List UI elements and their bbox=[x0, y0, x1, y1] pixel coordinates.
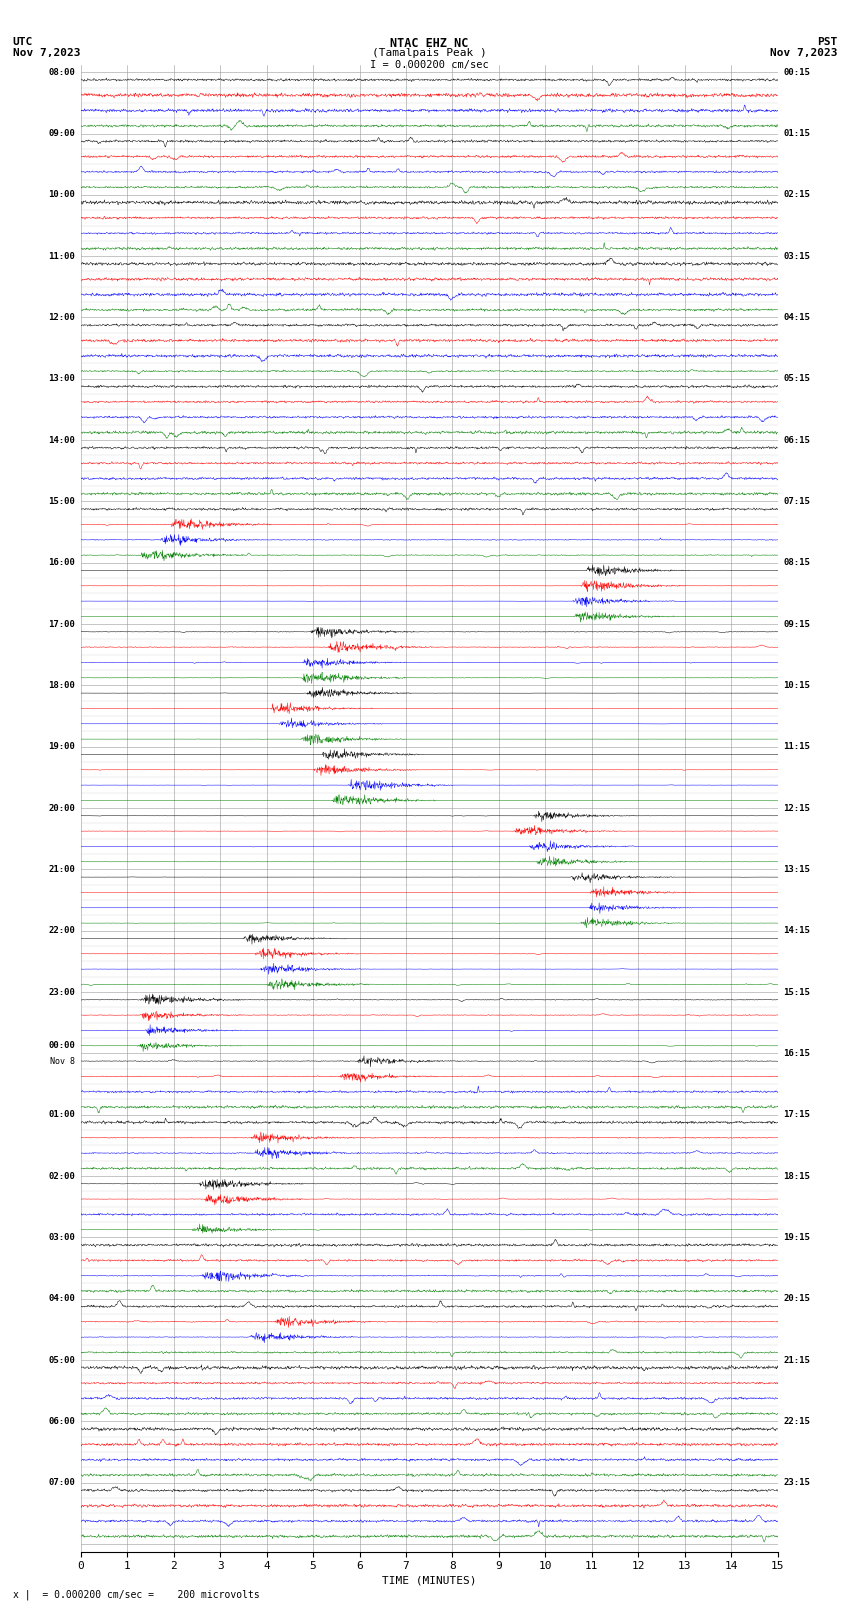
Text: 08:15: 08:15 bbox=[784, 558, 810, 568]
Text: 02:00: 02:00 bbox=[48, 1171, 75, 1181]
Text: I = 0.000200 cm/sec: I = 0.000200 cm/sec bbox=[370, 60, 489, 69]
Text: 10:15: 10:15 bbox=[784, 681, 810, 690]
Text: 21:15: 21:15 bbox=[784, 1355, 810, 1365]
Text: 10:00: 10:00 bbox=[48, 190, 75, 200]
Text: 23:15: 23:15 bbox=[784, 1478, 810, 1487]
Text: 15:00: 15:00 bbox=[48, 497, 75, 506]
Text: 21:00: 21:00 bbox=[48, 865, 75, 874]
Text: UTC: UTC bbox=[13, 37, 33, 47]
Text: 09:15: 09:15 bbox=[784, 619, 810, 629]
Text: 23:00: 23:00 bbox=[48, 987, 75, 997]
Text: 17:15: 17:15 bbox=[784, 1110, 810, 1119]
Text: Nov 8: Nov 8 bbox=[50, 1057, 75, 1066]
Text: (Tamalpais Peak ): (Tamalpais Peak ) bbox=[371, 48, 486, 58]
Text: NTAC EHZ NC: NTAC EHZ NC bbox=[390, 37, 468, 50]
Text: 11:00: 11:00 bbox=[48, 252, 75, 261]
Text: 17:00: 17:00 bbox=[48, 619, 75, 629]
Text: 05:00: 05:00 bbox=[48, 1355, 75, 1365]
Text: 02:15: 02:15 bbox=[784, 190, 810, 200]
Text: Nov 7,2023: Nov 7,2023 bbox=[13, 48, 80, 58]
Text: 00:15: 00:15 bbox=[784, 68, 810, 77]
Text: 22:15: 22:15 bbox=[784, 1416, 810, 1426]
Text: 03:00: 03:00 bbox=[48, 1232, 75, 1242]
Text: 14:00: 14:00 bbox=[48, 436, 75, 445]
Text: 00:00: 00:00 bbox=[48, 1042, 75, 1050]
Text: 13:00: 13:00 bbox=[48, 374, 75, 384]
Text: 22:00: 22:00 bbox=[48, 926, 75, 936]
Text: 12:15: 12:15 bbox=[784, 803, 810, 813]
Text: 14:15: 14:15 bbox=[784, 926, 810, 936]
Text: 07:15: 07:15 bbox=[784, 497, 810, 506]
Text: 15:15: 15:15 bbox=[784, 987, 810, 997]
Text: 18:00: 18:00 bbox=[48, 681, 75, 690]
Text: 16:15: 16:15 bbox=[784, 1048, 810, 1058]
Text: PST: PST bbox=[817, 37, 837, 47]
X-axis label: TIME (MINUTES): TIME (MINUTES) bbox=[382, 1576, 477, 1586]
Text: 06:00: 06:00 bbox=[48, 1416, 75, 1426]
Text: 06:15: 06:15 bbox=[784, 436, 810, 445]
Text: 19:15: 19:15 bbox=[784, 1232, 810, 1242]
Text: Nov 7,2023: Nov 7,2023 bbox=[770, 48, 837, 58]
Text: 01:15: 01:15 bbox=[784, 129, 810, 139]
Text: 07:00: 07:00 bbox=[48, 1478, 75, 1487]
Text: 16:00: 16:00 bbox=[48, 558, 75, 568]
Text: 12:00: 12:00 bbox=[48, 313, 75, 323]
Text: 05:15: 05:15 bbox=[784, 374, 810, 384]
Text: 03:15: 03:15 bbox=[784, 252, 810, 261]
Text: 20:00: 20:00 bbox=[48, 803, 75, 813]
Text: 11:15: 11:15 bbox=[784, 742, 810, 752]
Text: 04:00: 04:00 bbox=[48, 1294, 75, 1303]
Text: 09:00: 09:00 bbox=[48, 129, 75, 139]
Text: 20:15: 20:15 bbox=[784, 1294, 810, 1303]
Text: 18:15: 18:15 bbox=[784, 1171, 810, 1181]
Text: x |  = 0.000200 cm/sec =    200 microvolts: x | = 0.000200 cm/sec = 200 microvolts bbox=[13, 1589, 259, 1600]
Text: 19:00: 19:00 bbox=[48, 742, 75, 752]
Text: 08:00: 08:00 bbox=[48, 68, 75, 77]
Text: 13:15: 13:15 bbox=[784, 865, 810, 874]
Text: 01:00: 01:00 bbox=[48, 1110, 75, 1119]
Text: 04:15: 04:15 bbox=[784, 313, 810, 323]
